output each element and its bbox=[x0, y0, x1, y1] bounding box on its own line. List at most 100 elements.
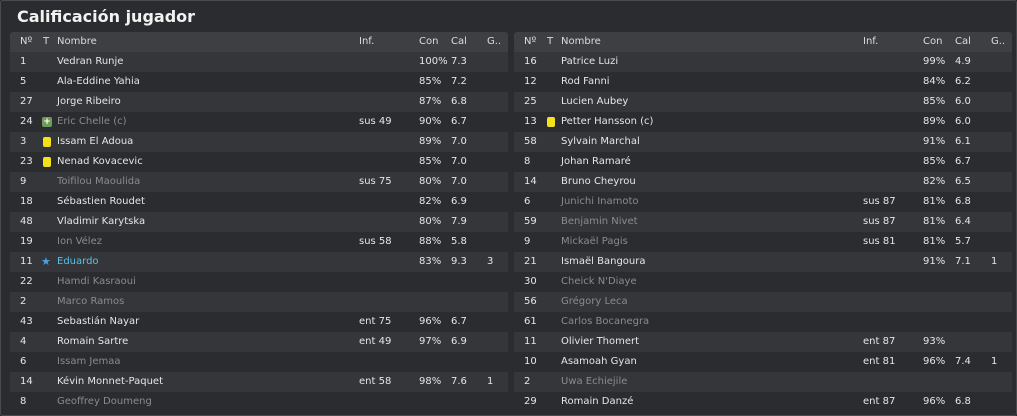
col-header-number[interactable]: Nº bbox=[524, 36, 537, 47]
player-row[interactable]: 11 Olivier Thomert ent 87 93% bbox=[514, 332, 1012, 352]
player-name[interactable]: Vedran Runje bbox=[57, 56, 124, 67]
player-name[interactable]: Mickaël Pagis bbox=[561, 236, 628, 247]
player-row[interactable]: 10 Asamoah Gyan ent 81 96% 7.4 1 bbox=[514, 352, 1012, 372]
col-header-goals[interactable]: G.. bbox=[487, 36, 502, 47]
player-row[interactable]: 9 Mickaël Pagis sus 81 81% 5.7 bbox=[514, 232, 1012, 252]
player-row[interactable]: 8 Johan Ramaré 85% 6.7 bbox=[514, 152, 1012, 172]
player-row[interactable]: 14 Kévin Monnet-Paquet ent 58 98% 7.6 1 bbox=[10, 372, 508, 392]
player-row[interactable]: 5 Ala-Eddine Yahia 85% 7.2 bbox=[10, 72, 508, 92]
player-row[interactable]: 13 Petter Hansson (c) 89% 6.0 bbox=[514, 112, 1012, 132]
player-row[interactable]: 24 Eric Chelle (c) sus 49 90% 6.7 + bbox=[10, 112, 508, 132]
player-row[interactable]: 4 Romain Sartre ent 49 97% 6.9 bbox=[10, 332, 508, 352]
player-row[interactable]: 29 Romain Danzé ent 87 96% 6.8 bbox=[514, 392, 1012, 412]
player-name[interactable]: Geoffrey Doumeng bbox=[57, 396, 152, 407]
player-row[interactable]: 9 Toifilou Maoulida sus 75 80% 7.0 bbox=[10, 172, 508, 192]
player-row[interactable]: 8 Geoffrey Doumeng bbox=[10, 392, 508, 412]
player-name[interactable]: Bruno Cheyrou bbox=[561, 176, 636, 187]
player-number: 18 bbox=[20, 196, 33, 207]
player-name[interactable]: Ion Vélez bbox=[57, 236, 102, 247]
player-row[interactable]: 25 Lucien Aubey 85% 6.0 bbox=[514, 92, 1012, 112]
player-name[interactable]: Benjamin Nivet bbox=[561, 216, 638, 227]
col-header-con[interactable]: Con bbox=[419, 36, 439, 47]
player-row[interactable]: 6 Junichi Inamoto sus 87 81% 6.8 bbox=[514, 192, 1012, 212]
player-condition: 81% bbox=[923, 216, 946, 227]
player-name[interactable]: Junichi Inamoto bbox=[561, 196, 639, 207]
player-name[interactable]: Hamdi Kasraoui bbox=[57, 276, 136, 287]
col-header-t[interactable]: T bbox=[547, 36, 554, 47]
col-header-number[interactable]: Nº bbox=[20, 36, 33, 47]
player-row[interactable]: 48 Vladimir Karytska 80% 7.9 bbox=[10, 212, 508, 232]
player-name[interactable]: Vladimir Karytska bbox=[57, 216, 146, 227]
player-name[interactable]: Toifilou Maoulida bbox=[57, 176, 141, 187]
player-name[interactable]: Eduardo bbox=[57, 256, 99, 267]
player-row[interactable]: 22 Hamdi Kasraoui bbox=[10, 272, 508, 292]
player-name[interactable]: Nenad Kovacevic bbox=[57, 156, 143, 167]
player-row[interactable]: 58 Sylvain Marchal 91% 6.1 bbox=[514, 132, 1012, 152]
player-name[interactable]: Johan Ramaré bbox=[561, 156, 631, 167]
player-name[interactable]: Asamoah Gyan bbox=[561, 356, 637, 367]
player-row[interactable]: 16 Patrice Luzi 99% 4.9 bbox=[514, 52, 1012, 72]
player-name[interactable]: Ala-Eddine Yahia bbox=[57, 76, 140, 87]
col-header-con[interactable]: Con bbox=[923, 36, 943, 47]
player-name[interactable]: Sebastián Nayar bbox=[57, 316, 140, 327]
player-row[interactable]: 11 Eduardo 83% 9.3 3 ★ bbox=[10, 252, 508, 272]
player-name[interactable]: Issam Jemaa bbox=[57, 356, 121, 367]
player-name[interactable]: Patrice Luzi bbox=[561, 56, 619, 67]
player-row[interactable]: 14 Bruno Cheyrou 82% 6.5 bbox=[514, 172, 1012, 192]
player-condition: 82% bbox=[419, 196, 442, 207]
player-row[interactable]: 56 Grégory Leca bbox=[514, 292, 1012, 312]
player-row[interactable]: 2 Marco Ramos bbox=[10, 292, 508, 312]
player-name[interactable]: Lucien Aubey bbox=[561, 96, 629, 107]
player-rating: 6.1 bbox=[955, 136, 971, 147]
player-name[interactable]: Kévin Monnet-Paquet bbox=[57, 376, 163, 387]
col-header-cal[interactable]: Cal bbox=[955, 36, 971, 47]
player-row[interactable]: 59 Benjamin Nivet sus 87 81% 6.4 bbox=[514, 212, 1012, 232]
col-header-cal[interactable]: Cal bbox=[451, 36, 467, 47]
player-name[interactable]: Issam El Adoua bbox=[57, 136, 134, 147]
player-row[interactable]: 61 Carlos Bocanegra bbox=[514, 312, 1012, 332]
player-condition: 93% bbox=[923, 336, 946, 347]
player-name[interactable]: Sylvain Marchal bbox=[561, 136, 640, 147]
player-row[interactable]: 6 Issam Jemaa bbox=[10, 352, 508, 372]
player-row[interactable]: 21 Ismaël Bangoura 91% 7.1 1 bbox=[514, 252, 1012, 272]
player-name[interactable]: Sébastien Roudet bbox=[57, 196, 145, 207]
player-name[interactable]: Grégory Leca bbox=[561, 296, 628, 307]
player-row[interactable]: 19 Ion Vélez sus 58 88% 5.8 bbox=[10, 232, 508, 252]
player-number: 11 bbox=[524, 336, 537, 347]
player-inf: ent 87 bbox=[863, 336, 896, 347]
player-name[interactable]: Romain Sartre bbox=[57, 336, 129, 347]
player-name[interactable]: Marco Ramos bbox=[57, 296, 125, 307]
player-rating: 6.4 bbox=[955, 216, 971, 227]
player-name[interactable]: Cheick N'Diaye bbox=[561, 276, 637, 287]
player-row[interactable]: 3 Issam El Adoua 89% 7.0 bbox=[10, 132, 508, 152]
player-condition: 85% bbox=[419, 156, 442, 167]
player-row[interactable]: 30 Cheick N'Diaye bbox=[514, 272, 1012, 292]
col-header-goals[interactable]: G.. bbox=[991, 36, 1006, 47]
col-header-inf[interactable]: Inf. bbox=[863, 36, 879, 47]
player-row[interactable]: 18 Sébastien Roudet 82% 6.9 bbox=[10, 192, 508, 212]
player-row[interactable]: 12 Rod Fanni 84% 6.2 bbox=[514, 72, 1012, 92]
player-name[interactable]: Olivier Thomert bbox=[561, 336, 640, 347]
player-row[interactable]: 1 Vedran Runje 100% 7.3 bbox=[10, 52, 508, 72]
col-header-inf[interactable]: Inf. bbox=[359, 36, 375, 47]
player-rating: 7.1 bbox=[955, 256, 971, 267]
player-name[interactable]: Uwa Echiejile bbox=[561, 376, 628, 387]
player-row[interactable]: 23 Nenad Kovacevic 85% 7.0 bbox=[10, 152, 508, 172]
player-row[interactable]: 27 Jorge Ribeiro 87% 6.8 bbox=[10, 92, 508, 112]
player-rating: 7.0 bbox=[451, 176, 467, 187]
player-name[interactable]: Eric Chelle (c) bbox=[57, 116, 127, 127]
col-header-name[interactable]: Nombre bbox=[57, 36, 97, 47]
col-header-name[interactable]: Nombre bbox=[561, 36, 601, 47]
col-header-t[interactable]: T bbox=[43, 36, 50, 47]
player-number: 14 bbox=[20, 376, 33, 387]
player-name[interactable]: Rod Fanni bbox=[561, 76, 610, 87]
player-name[interactable]: Carlos Bocanegra bbox=[561, 316, 650, 327]
player-name[interactable]: Petter Hansson (c) bbox=[561, 116, 654, 127]
player-rating: 6.8 bbox=[955, 196, 971, 207]
player-name[interactable]: Romain Danzé bbox=[561, 396, 634, 407]
player-name[interactable]: Jorge Ribeiro bbox=[57, 96, 121, 107]
player-number: 3 bbox=[20, 136, 27, 147]
player-name[interactable]: Ismaël Bangoura bbox=[561, 256, 646, 267]
player-row[interactable]: 2 Uwa Echiejile bbox=[514, 372, 1012, 392]
player-row[interactable]: 43 Sebastián Nayar ent 75 96% 6.7 bbox=[10, 312, 508, 332]
